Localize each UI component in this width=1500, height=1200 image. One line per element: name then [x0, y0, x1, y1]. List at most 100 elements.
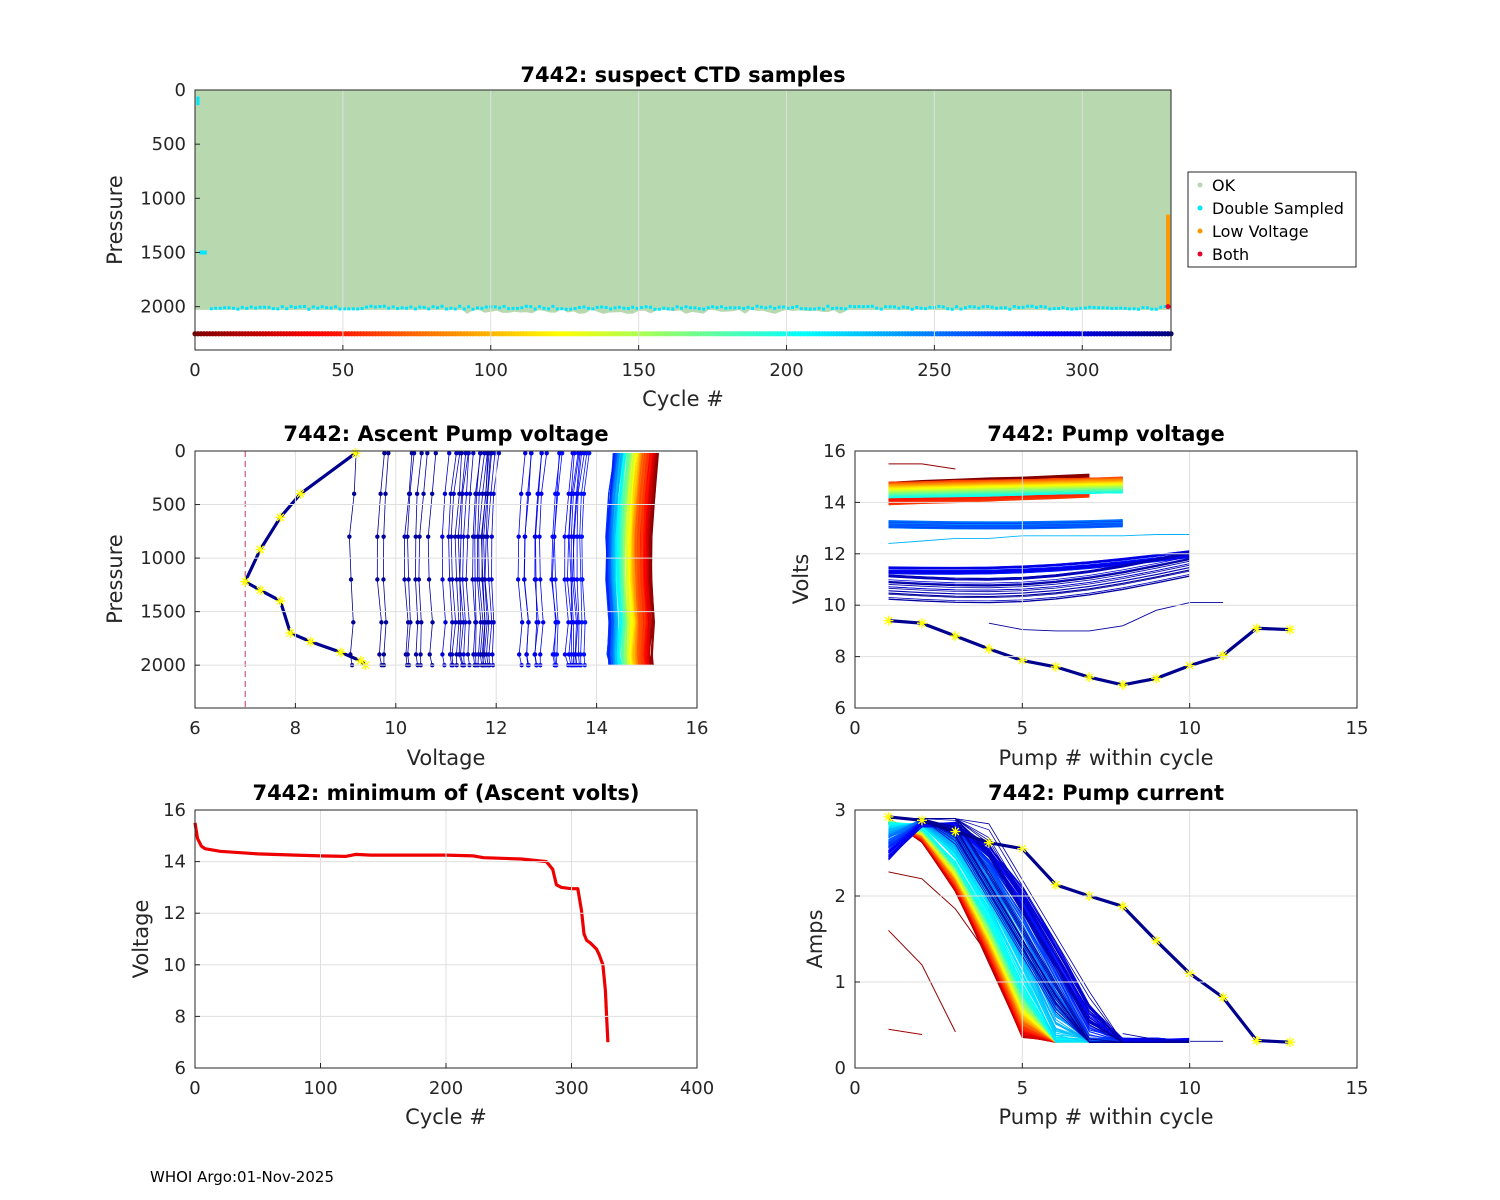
- ascent-point: [402, 534, 407, 539]
- legend-marker-double: [1197, 205, 1203, 211]
- ascent-ylabel: Pressure: [103, 534, 127, 624]
- ascent-point: [406, 577, 411, 582]
- ascent-point: [490, 652, 495, 657]
- ascent-point: [377, 652, 382, 657]
- last-cycle-star: [335, 647, 346, 658]
- x-tick-label: 16: [686, 718, 709, 739]
- last-cycle-star: [1251, 1035, 1262, 1046]
- x-tick-label: 12: [485, 718, 508, 739]
- x-tick-label: 50: [331, 360, 354, 381]
- pump-current-line: [888, 930, 956, 1033]
- ascent-point: [515, 577, 521, 582]
- last-cycle-star: [1151, 935, 1162, 946]
- x-tick-label: 5: [1017, 718, 1028, 739]
- legend-box: [1187, 171, 1357, 268]
- last-cycle-star: [1050, 879, 1061, 890]
- ascent-point: [426, 577, 432, 582]
- x-tick-label: 0: [849, 1078, 860, 1099]
- ascent-point: [440, 652, 445, 657]
- ascent-point: [429, 491, 435, 497]
- ascent-point: [516, 652, 522, 657]
- ascent-point: [447, 652, 453, 657]
- ascent-point: [552, 652, 557, 657]
- ascent-point: [484, 652, 489, 657]
- pump-current-line: [888, 1028, 922, 1035]
- last-cycle-star: [355, 655, 366, 666]
- ascent-point: [575, 620, 581, 625]
- ascent-point: [419, 450, 424, 456]
- ascent-point: [440, 534, 445, 539]
- x-tick-label: 6: [189, 718, 200, 739]
- last-cycle-star: [305, 636, 316, 647]
- x-tick-label: 400: [680, 1078, 714, 1099]
- last-cycle-star: [1084, 672, 1095, 683]
- last-cycle-star: [275, 595, 286, 606]
- minvolt-axes-box: [194, 809, 698, 1069]
- last-cycle-star: [883, 615, 894, 626]
- ascent-point: [478, 652, 483, 657]
- x-tick-label: 10: [384, 718, 407, 739]
- pump-volt-line: [888, 463, 956, 470]
- suspect-legend: OK Double Sampled Low Voltage Both: [1187, 171, 1357, 268]
- ascent-point: [553, 577, 558, 582]
- legend-label-double: Double Sampled: [1212, 199, 1344, 218]
- x-tick-label: 15: [1346, 718, 1369, 739]
- ascent-point: [523, 450, 528, 456]
- last-cycle-star: [1251, 623, 1262, 634]
- last-cycle-star: [950, 826, 961, 837]
- ascent-point: [582, 450, 587, 456]
- footer-stamp: WHOI Argo:01-Nov-2025: [150, 1168, 334, 1186]
- pump-volt-line: [888, 554, 1190, 573]
- x-tick-label: 15: [1346, 1078, 1369, 1099]
- pumpcur-title: 7442: Pump current: [988, 781, 1224, 805]
- ascent-point: [456, 620, 462, 625]
- ascent-point: [489, 577, 494, 582]
- pumpvolt-ylabel: Volts: [789, 554, 813, 605]
- y-tick-label: 12: [163, 903, 186, 924]
- y-tick-label: 16: [163, 800, 186, 821]
- y-tick-label: 14: [163, 852, 186, 873]
- ascent-profile: [441, 453, 450, 666]
- pump-volt-line: [888, 550, 1190, 568]
- ascent-point: [467, 620, 472, 625]
- pump-volt-line: [888, 557, 1190, 586]
- ascent-point: [479, 577, 485, 582]
- ascent-point: [470, 577, 475, 582]
- ascent-profile: [348, 453, 357, 666]
- ascent-point: [486, 450, 492, 456]
- ascent-point: [414, 491, 420, 497]
- ascent-point: [375, 534, 380, 539]
- ascent-point: [570, 450, 575, 456]
- ascent-point: [550, 577, 555, 582]
- suspect-axes-box: [194, 89, 1172, 351]
- last-cycle-star: [275, 512, 286, 523]
- x-tick-label: 300: [1065, 360, 1099, 381]
- ascent-point: [532, 577, 538, 582]
- ascent-point: [574, 534, 580, 539]
- pump-volt-line: [888, 564, 1190, 593]
- minvolt-xlabel: Cycle #: [405, 1105, 487, 1129]
- last-cycle-star: [1218, 650, 1229, 661]
- y-tick-label: 0: [835, 1058, 846, 1079]
- y-tick-label: 1: [835, 972, 846, 993]
- ascent-point: [471, 450, 476, 456]
- minvolt-ylabel: Voltage: [129, 900, 153, 979]
- ascent-profile: [581, 453, 590, 666]
- pumpvolt-axes-box: [854, 450, 1358, 709]
- ascent-point: [433, 450, 438, 456]
- y-tick-label: 2000: [140, 655, 186, 676]
- ascent-point: [571, 577, 577, 582]
- pump-volt-line: [888, 563, 1190, 591]
- ascent-point: [419, 620, 424, 625]
- y-tick-label: 500: [152, 134, 186, 155]
- x-tick-label: 14: [585, 718, 608, 739]
- last-cycle-star: [1285, 624, 1296, 635]
- ascent-point: [465, 534, 471, 539]
- ascent-point: [573, 652, 578, 657]
- last-cycle-star: [285, 628, 296, 639]
- pump-volt-line: [888, 525, 1123, 529]
- ascent-point: [532, 652, 537, 657]
- min-voltage-line: [193, 822, 610, 1043]
- ascent-point: [581, 491, 587, 497]
